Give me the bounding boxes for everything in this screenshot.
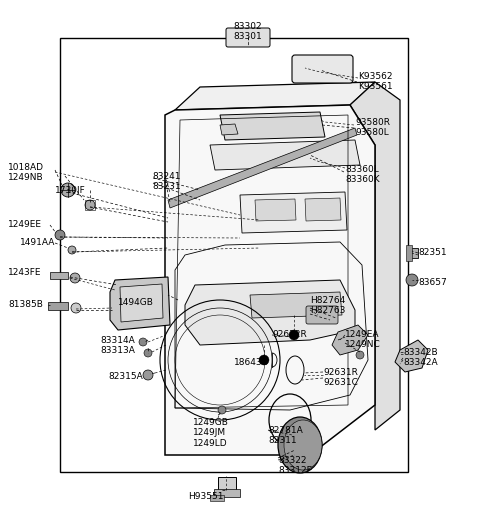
Bar [214,489,240,497]
Polygon shape [220,112,325,140]
Text: 1018AD
1249NB: 1018AD 1249NB [8,163,44,182]
Circle shape [70,273,80,283]
Bar [410,248,418,258]
Text: 1494GB: 1494GB [118,298,154,307]
Polygon shape [220,124,238,135]
Text: 1249EA
1249NC: 1249EA 1249NC [345,330,381,349]
FancyBboxPatch shape [306,306,338,324]
Text: H82764
H82763: H82764 H82763 [310,296,346,316]
Text: 83322
83312E: 83322 83312E [278,456,312,475]
Circle shape [139,338,147,346]
Circle shape [289,330,299,340]
Circle shape [61,183,75,197]
Text: 1491AA: 1491AA [20,238,55,247]
Text: H93551: H93551 [188,492,224,501]
Text: 82351: 82351 [418,248,446,257]
Polygon shape [255,199,296,221]
Text: 1730JF: 1730JF [55,186,86,195]
Circle shape [143,370,153,380]
Polygon shape [332,325,368,355]
Text: 83241
83231: 83241 83231 [152,172,180,192]
Polygon shape [165,105,375,455]
Circle shape [85,200,95,210]
FancyBboxPatch shape [226,28,270,47]
Polygon shape [185,280,355,345]
Ellipse shape [284,420,322,470]
Circle shape [356,351,364,359]
Text: 82315A: 82315A [108,372,143,381]
Text: 1249EE: 1249EE [8,220,42,229]
Text: 1243FE: 1243FE [8,268,41,277]
Bar [406,245,412,261]
Circle shape [406,274,418,286]
Bar [218,477,236,491]
Polygon shape [240,192,347,233]
Polygon shape [210,140,360,170]
Circle shape [218,406,226,414]
Text: 18643D: 18643D [234,358,269,367]
Text: 83657: 83657 [418,278,447,287]
Text: 83342B
83342A: 83342B 83342A [403,348,438,367]
Circle shape [259,355,269,365]
Text: 81385B: 81385B [8,300,43,309]
Text: 93580R
93580L: 93580R 93580L [355,118,390,138]
Text: 92632R: 92632R [272,330,307,339]
Bar [85,200,95,210]
Polygon shape [250,292,342,318]
Polygon shape [168,128,357,208]
FancyBboxPatch shape [292,55,353,83]
Text: 83360L
83360K: 83360L 83360K [345,165,380,184]
Circle shape [55,230,65,240]
Text: 1249GB
1249JM
1249LD: 1249GB 1249JM 1249LD [193,418,229,448]
Polygon shape [120,284,163,322]
Text: K93562
K93561: K93562 K93561 [358,72,393,91]
Text: 82781A
82311: 82781A 82311 [268,426,303,445]
Bar [50,272,68,279]
Text: 92631R
92631C: 92631R 92631C [323,368,358,387]
Bar [60,38,408,472]
Ellipse shape [278,417,322,473]
Polygon shape [110,277,170,330]
Text: 83302
83301: 83302 83301 [234,22,263,42]
Bar [210,495,224,501]
Polygon shape [175,82,375,110]
Text: 83314A
83313A: 83314A 83313A [100,336,135,356]
Polygon shape [395,340,428,372]
Bar [48,302,68,310]
Polygon shape [350,82,400,430]
Circle shape [68,246,76,254]
Polygon shape [305,198,341,221]
Circle shape [71,303,81,313]
Circle shape [144,349,152,357]
